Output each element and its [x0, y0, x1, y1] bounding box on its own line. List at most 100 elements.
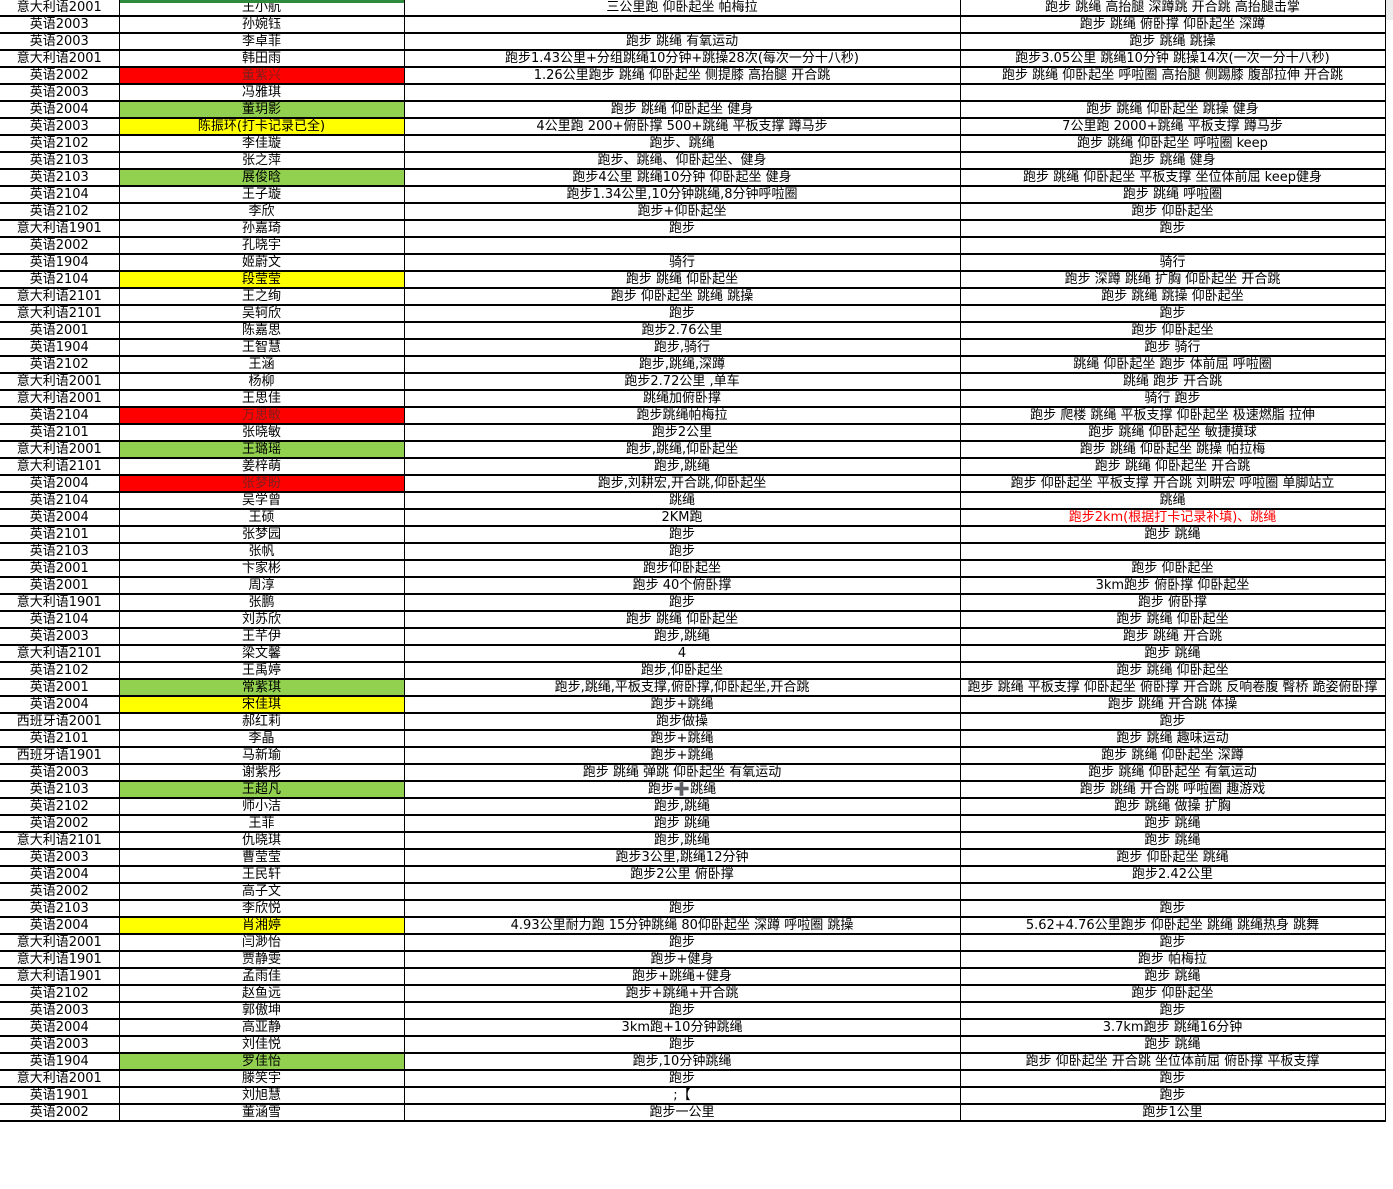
name-cell[interactable]: 冯雅琪: [119, 83, 405, 101]
activity2-cell[interactable]: 跑步 跳绳 俯卧撑 仰卧起坐 深蹲: [960, 15, 1386, 33]
name-cell[interactable]: 刘佳悦: [119, 1035, 405, 1053]
activity2-cell[interactable]: 跑步 仰卧起坐 跳绳: [960, 848, 1386, 866]
activity2-cell[interactable]: 跑步2.42公里: [960, 865, 1386, 883]
class-cell[interactable]: 英语2003: [0, 848, 120, 866]
name-cell[interactable]: 杨柳: [119, 372, 405, 390]
activity2-cell[interactable]: 跑步3.05公里 跳绳10分钟 跳操14次(一次一分十八秒): [960, 49, 1386, 67]
name-cell[interactable]: 王超凡: [119, 780, 405, 798]
activity2-cell[interactable]: 跑步 跳绳 仰卧起坐 深蹲: [960, 746, 1386, 764]
activity1-cell[interactable]: 跑步 仰卧起坐 跳绳 跳操: [404, 287, 961, 305]
name-cell[interactable]: 肖湘婷: [119, 916, 405, 934]
class-cell[interactable]: 英语2103: [0, 151, 120, 169]
name-cell[interactable]: 常紫琪: [119, 678, 405, 696]
activity2-cell[interactable]: 跑步 深蹲 跳绳 扩胸 仰卧起坐 开合跳: [960, 270, 1386, 288]
activity1-cell[interactable]: 跑步: [404, 933, 961, 951]
activity2-cell[interactable]: 跳绳: [960, 491, 1386, 509]
name-cell[interactable]: 王民轩: [119, 865, 405, 883]
name-cell[interactable]: 张梦园: [119, 525, 405, 543]
activity1-cell[interactable]: 跑步 跳绳 有氧运动: [404, 32, 961, 50]
activity1-cell[interactable]: 跑步: [404, 304, 961, 322]
activity2-cell[interactable]: [960, 236, 1386, 254]
name-cell[interactable]: 王璐瑶: [119, 440, 405, 458]
activity2-cell[interactable]: 跑步 仰卧起坐 平板支撑 开合跳 刘畊宏 呼啦圈 单脚站立: [960, 474, 1386, 492]
class-cell[interactable]: 英语2101: [0, 729, 120, 747]
class-cell[interactable]: 英语2004: [0, 1018, 120, 1036]
activity2-cell[interactable]: 跑步 跳绳 开合跳: [960, 627, 1386, 645]
activity1-cell[interactable]: 三公里跑 仰卧起坐 帕梅拉: [404, 0, 961, 16]
activity2-cell[interactable]: 跑步 仰卧起坐: [960, 321, 1386, 339]
activity2-cell[interactable]: 跑步 跳绳: [960, 967, 1386, 985]
activity2-cell[interactable]: 跑步 爬楼 跳绳 平板支撑 仰卧起坐 极速燃脂 拉伸: [960, 406, 1386, 424]
activity2-cell[interactable]: 跑步 跳绳 仰卧起坐 跳操 健身: [960, 100, 1386, 118]
activity2-cell[interactable]: 跑步 仰卧起坐: [960, 984, 1386, 1002]
activity1-cell[interactable]: 跑步+跳绳: [404, 729, 961, 747]
class-cell[interactable]: 英语2002: [0, 236, 120, 254]
activity1-cell[interactable]: 跑步仰卧起坐: [404, 559, 961, 577]
activity2-cell[interactable]: 跑步: [960, 899, 1386, 917]
activity2-cell[interactable]: 7公里跑 2000+跳绳 平板支撑 蹲马步: [960, 117, 1386, 135]
activity1-cell[interactable]: 跑步2公里: [404, 423, 961, 441]
activity2-cell[interactable]: 跑步 跳绳 仰卧起坐 跳操 帕拉梅: [960, 440, 1386, 458]
activity2-cell[interactable]: 跑步 跳绳 跳操 仰卧起坐: [960, 287, 1386, 305]
class-cell[interactable]: 英语2002: [0, 66, 120, 84]
name-cell[interactable]: 王智慧: [119, 338, 405, 356]
activity1-cell[interactable]: 跑步 跳绳: [404, 814, 961, 832]
name-cell[interactable]: 陈嘉思: [119, 321, 405, 339]
activity2-cell[interactable]: 跑步 骑行: [960, 338, 1386, 356]
class-cell[interactable]: 英语2104: [0, 270, 120, 288]
activity2-cell[interactable]: 跑步 跳绳 仰卧起坐 呼啦圈 高抬腿 侧踢膝 腹部拉伸 开合跳: [960, 66, 1386, 84]
activity2-cell[interactable]: 跑步 跳绳 做操 扩胸: [960, 797, 1386, 815]
activity2-cell[interactable]: 跑步 仰卧起坐: [960, 559, 1386, 577]
name-cell[interactable]: 王菲: [119, 814, 405, 832]
class-cell[interactable]: 意大利语2001: [0, 440, 120, 458]
class-cell[interactable]: 西班牙语2001: [0, 712, 120, 730]
class-cell[interactable]: 英语2004: [0, 865, 120, 883]
activity2-cell[interactable]: 跑步 帕梅拉: [960, 950, 1386, 968]
activity2-cell[interactable]: 跑步 跳绳 仰卧起坐: [960, 610, 1386, 628]
activity2-cell[interactable]: 跑步 跳绳 仰卧起坐 开合跳: [960, 457, 1386, 475]
activity1-cell[interactable]: 跑步,跳绳: [404, 627, 961, 645]
name-cell[interactable]: 宋佳琪: [119, 695, 405, 713]
activity1-cell[interactable]: 跑步做操: [404, 712, 961, 730]
activity1-cell[interactable]: 跑步,跳绳: [404, 831, 961, 849]
activity1-cell[interactable]: 跑步、跳绳、仰卧起坐、健身: [404, 151, 961, 169]
name-cell[interactable]: 李卓菲: [119, 32, 405, 50]
name-cell[interactable]: 孙婉钰: [119, 15, 405, 33]
activity2-cell[interactable]: 3.7km跑步 跳绳16分钟: [960, 1018, 1386, 1036]
class-cell[interactable]: 英语2001: [0, 321, 120, 339]
activity1-cell[interactable]: 跳绳加俯卧撑: [404, 389, 961, 407]
name-cell[interactable]: 王小航: [119, 0, 405, 16]
activity1-cell[interactable]: [404, 882, 961, 900]
activity1-cell[interactable]: 跑步2.72公里 ,单车: [404, 372, 961, 390]
class-cell[interactable]: 意大利语1901: [0, 219, 120, 237]
activity1-cell[interactable]: 跑步 跳绳 仰卧起坐: [404, 270, 961, 288]
name-cell[interactable]: 李欣: [119, 202, 405, 220]
name-cell[interactable]: 董玥影: [119, 100, 405, 118]
name-cell[interactable]: 吴学曾: [119, 491, 405, 509]
class-cell[interactable]: 英语2102: [0, 797, 120, 815]
activity1-cell[interactable]: 跑步: [404, 899, 961, 917]
activity1-cell[interactable]: 骑行: [404, 253, 961, 271]
activity1-cell[interactable]: 4公里跑 200+俯卧撑 500+跳绳 平板支撑 蹲马步: [404, 117, 961, 135]
class-cell[interactable]: 英语2003: [0, 1001, 120, 1019]
activity1-cell[interactable]: 跑步 40个俯卧撑: [404, 576, 961, 594]
activity2-cell[interactable]: 跑步: [960, 933, 1386, 951]
activity2-cell[interactable]: 跑步 跳绳 呼啦圈: [960, 185, 1386, 203]
class-cell[interactable]: 英语2103: [0, 542, 120, 560]
activity1-cell[interactable]: 跑步: [404, 1069, 961, 1087]
activity2-cell[interactable]: 骑行 跑步: [960, 389, 1386, 407]
class-cell[interactable]: 意大利语1901: [0, 967, 120, 985]
activity2-cell[interactable]: 跑步: [960, 219, 1386, 237]
class-cell[interactable]: 意大利语2001: [0, 49, 120, 67]
activity2-cell[interactable]: 跑步 跳绳: [960, 814, 1386, 832]
name-cell[interactable]: 郝红莉: [119, 712, 405, 730]
name-cell[interactable]: 周淳: [119, 576, 405, 594]
class-cell[interactable]: 英语2001: [0, 678, 120, 696]
activity1-cell[interactable]: 跑步、跳绳: [404, 134, 961, 152]
activity1-cell[interactable]: 跑步: [404, 525, 961, 543]
class-cell[interactable]: 英语2004: [0, 100, 120, 118]
class-cell[interactable]: 意大利语2101: [0, 644, 120, 662]
class-cell[interactable]: 英语2001: [0, 576, 120, 594]
activity1-cell[interactable]: 跑步+健身: [404, 950, 961, 968]
activity1-cell[interactable]: 跑步 跳绳 仰卧起坐 健身: [404, 100, 961, 118]
